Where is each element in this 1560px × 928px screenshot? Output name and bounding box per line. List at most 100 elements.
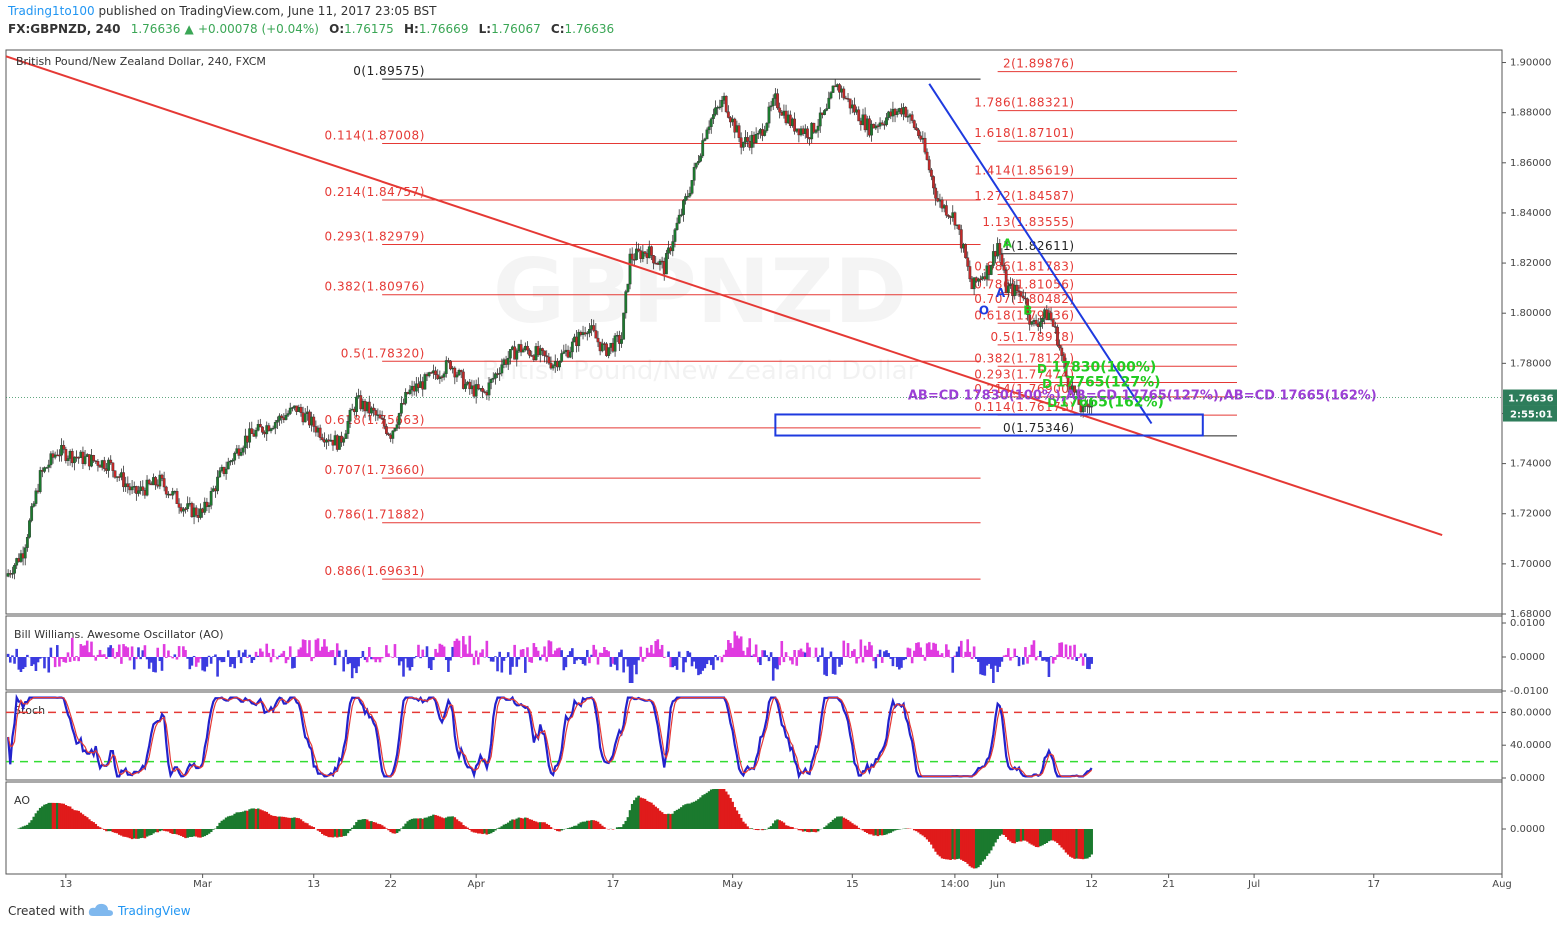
candle-body [521,349,525,353]
ao-bar [957,646,961,657]
ao-bar [855,657,858,664]
candle-body [92,455,96,461]
candle-body [959,229,963,249]
ao-bar [109,645,113,657]
ao2-bar [677,808,681,829]
candle-body [823,110,826,115]
ao2-bar [280,816,283,829]
ao2-bar [276,816,279,829]
ao2-bar [1002,829,1006,835]
tradingview-cloud-icon[interactable] [88,902,114,921]
ao-bar [406,657,410,668]
ao-bar [532,643,536,657]
fib-level-label: 1.13(1.83555) [982,215,1074,229]
ao-bar [331,650,335,657]
candle-body [588,328,591,334]
ao-bar [222,657,226,663]
ao-bar [724,649,728,657]
ao-bar [583,657,587,666]
ao2-bar [406,821,410,829]
ao2-bar [79,812,83,829]
ao-bar [169,656,172,657]
ao2-bar [194,829,198,837]
candle-body [925,151,929,160]
fib-level-label: 0.214(1.76900) [974,382,1074,396]
ao2-bar [992,829,995,847]
ao2-bar [160,829,164,831]
candle-body [378,414,382,419]
ao-bar [677,651,681,657]
candle-body [399,403,403,414]
candle-body [842,88,846,99]
pattern-point-label: A [1003,237,1013,251]
ao-bar [1045,657,1049,662]
ao2-bar [263,811,266,829]
fib-level-label: 0.114(1.87008) [325,129,425,143]
candle-body [707,126,711,131]
ao2-bar [164,829,168,832]
author-link[interactable]: Trading1to100 [8,4,95,18]
ao-bar [573,657,576,664]
candle-body [276,420,279,423]
ao2-bar [1039,829,1042,847]
candle-body [816,125,820,131]
created-with-label: Created with [8,904,85,918]
ao-bar [551,654,555,657]
ao2-bar [1079,829,1083,859]
ao-bar [754,644,758,657]
ao-bar [466,653,469,657]
ao2-bar [391,829,395,834]
ao2-bar [83,815,87,829]
ao2-bar [667,813,670,829]
ao-bar [280,653,283,657]
candle-body [628,253,632,285]
ao-bar [818,655,822,657]
ao-bar [765,655,769,657]
ao-bar [444,657,448,661]
candle-body [1049,312,1053,320]
stoch-lines [6,693,1502,780]
fib-retracement-left[interactable]: 0(1.89575) 0.114(1.87008) 0.214(1.84757) 0.… [325,64,981,580]
drawings[interactable]: OABADDD17830(100%)17765(127%)17665(162%)… [5,55,1443,536]
ao-bar [763,650,766,657]
ao-bar [83,645,87,657]
symbol-label[interactable]: FX:GBPNZD, 240 [8,22,121,36]
ao2-bar [171,829,174,834]
price-axis[interactable]: 1.90000 1.88000 1.86000 1.84000 1.82000 1.800… [1502,58,1551,620]
ao2-bar [502,824,506,829]
price-tick-label: 1.68000 [1510,609,1551,620]
ao-bar [983,657,987,676]
ao-bar [498,651,501,657]
tradingview-brand-link[interactable]: TradingView [118,904,191,918]
ao2-bar [417,818,420,829]
candle-body [107,459,110,471]
candle-body [519,344,523,353]
candle-body [393,428,397,432]
ao2-bar [301,821,305,829]
ao-bar [325,646,328,657]
fib-level-label: 0.5(1.78978) [990,330,1074,344]
ao2-bar [953,829,957,860]
candle-body [154,477,157,486]
ao-bar [350,657,354,679]
ao2-bar [442,818,446,829]
time-axis[interactable]: 13 Mar 13 22 Apr 17 May 15 14:00 Jun 12 21 Jul 17 Aug [59,874,1512,890]
candle-body [737,125,741,138]
ao2-bar [709,789,713,829]
ao2-bar [68,806,72,829]
stoch-d-line [7,696,1093,777]
ao2-bar [1075,829,1079,859]
ao2-bar [186,829,189,838]
ao2-bar [235,812,239,829]
chart-area[interactable]: GBPNZD British Pound/New Zealand Dollar … [0,44,1560,896]
ao2-bar [233,813,236,829]
candle-body [515,350,519,360]
ao2-bar [556,829,559,832]
abcd-projection-label: AB=CD 17830(100%),AB=CD 17765(127%),AB=C… [908,389,1377,404]
ao2-bar [957,829,961,859]
ao2-bar [150,829,153,836]
candle-body [449,360,452,370]
ao-bar [218,657,222,661]
ao2-bar [816,829,820,832]
ao2-bar [641,798,645,829]
